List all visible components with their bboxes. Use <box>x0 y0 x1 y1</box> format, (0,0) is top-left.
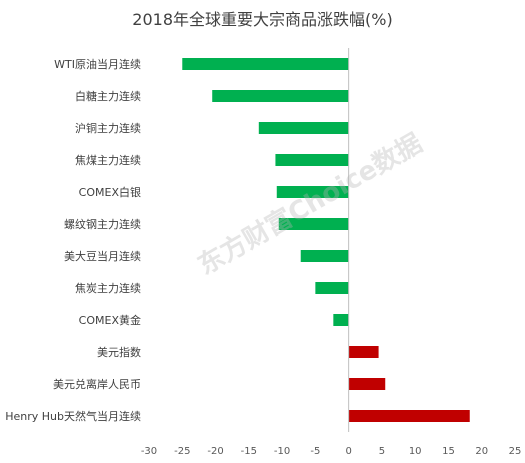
x-tick-label: 25 <box>509 446 522 457</box>
x-tick-label: -10 <box>274 446 290 457</box>
category-label: 螺纹钢主力连续 <box>64 217 141 231</box>
chart-title: 2018年全球重要大宗商品涨跌幅(%) <box>132 10 393 29</box>
category-label: COMEX黄金 <box>79 313 141 327</box>
x-tick-label: 15 <box>442 446 455 457</box>
category-label: 沪铜主力连续 <box>75 121 141 135</box>
x-tick-label: -5 <box>310 446 320 457</box>
category-label: 美大豆当月连续 <box>64 249 141 263</box>
category-label: 焦煤主力连续 <box>75 153 141 167</box>
bar-9 <box>348 346 379 358</box>
x-tick-label: 5 <box>379 446 385 457</box>
category-label: 美元指数 <box>97 345 141 359</box>
bar-8 <box>333 314 349 326</box>
x-tick-label: -25 <box>174 446 190 457</box>
x-tick-label: 10 <box>409 446 422 457</box>
bar-2 <box>258 122 349 134</box>
x-tick-label: -30 <box>141 446 157 457</box>
bar-1 <box>212 90 349 102</box>
bar-7 <box>315 282 349 294</box>
x-tick-label: -15 <box>241 446 257 457</box>
x-tick-label: -20 <box>207 446 223 457</box>
bar-11 <box>348 410 470 422</box>
category-label: WTI原油当月连续 <box>54 57 141 71</box>
category-label: 白糖主力连续 <box>75 89 141 103</box>
bar-3 <box>275 154 349 166</box>
x-tick-label: 0 <box>345 446 351 457</box>
bar-5 <box>278 218 349 230</box>
bar-10 <box>348 378 386 390</box>
category-label: COMEX白银 <box>79 185 141 199</box>
bar-6 <box>300 250 349 262</box>
category-label: Henry Hub天然气当月连续 <box>5 409 141 423</box>
category-label: 焦炭主力连续 <box>75 281 141 295</box>
bar-0 <box>182 58 349 70</box>
bar-4 <box>276 186 349 198</box>
category-label: 美元兑离岸人民币 <box>53 377 141 391</box>
x-tick-label: 20 <box>475 446 488 457</box>
